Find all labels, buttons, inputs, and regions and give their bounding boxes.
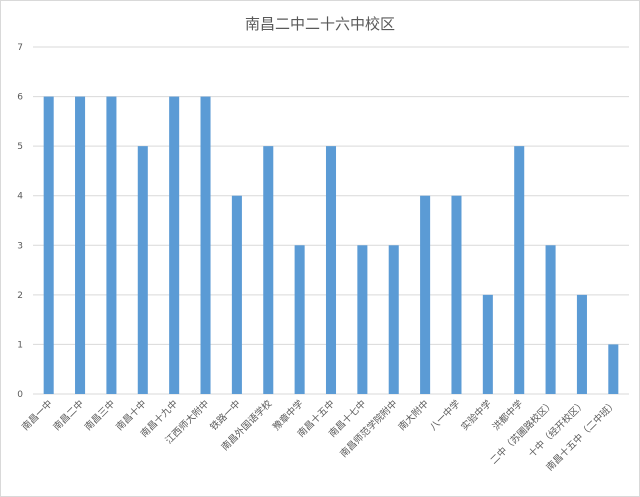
bar xyxy=(294,245,305,394)
x-tick-label: 十中（经开校区） xyxy=(526,398,588,460)
y-axis: 0 1 2 3 4 5 6 7 xyxy=(17,43,23,400)
y-tick-label: 5 xyxy=(17,142,23,152)
bar xyxy=(357,245,368,394)
bar xyxy=(420,195,431,394)
bar xyxy=(545,245,556,394)
bar xyxy=(43,96,54,395)
x-tick-label: 南昌师范学院附中 xyxy=(338,398,400,460)
x-tick-label: 八一中学 xyxy=(427,398,462,433)
bar xyxy=(137,146,148,394)
x-axis-labels: 南昌一中南昌二中南昌三中南昌十中南昌十九中江西师大附中铁路一中南昌外国语学校豫章… xyxy=(19,397,619,473)
chart-title: 南昌二中二十六中校区 xyxy=(245,15,395,33)
bars xyxy=(43,96,619,395)
bar xyxy=(482,294,493,394)
x-tick-label: 南昌二中 xyxy=(51,398,86,433)
bar xyxy=(106,96,117,395)
bar xyxy=(169,96,180,395)
bar xyxy=(451,195,462,394)
x-tick-label: 南大附中 xyxy=(396,398,431,433)
bar xyxy=(75,96,86,395)
y-tick-label: 1 xyxy=(17,340,23,350)
bar xyxy=(576,294,587,394)
y-tick-label: 6 xyxy=(17,93,23,103)
y-tick-label: 2 xyxy=(17,291,23,301)
x-tick-label: 南昌一中 xyxy=(19,398,54,433)
bar xyxy=(325,146,337,394)
bar xyxy=(514,146,525,394)
bar xyxy=(608,344,619,394)
y-tick-label: 7 xyxy=(17,43,23,53)
y-tick-label: 4 xyxy=(17,192,23,202)
bar xyxy=(263,146,274,394)
y-tick-label: 0 xyxy=(17,390,23,400)
bar xyxy=(388,245,399,394)
x-tick-label: 实验中学 xyxy=(459,398,494,433)
bar xyxy=(231,195,242,394)
y-tick-label: 3 xyxy=(17,241,23,251)
x-tick-label: 南昌三中 xyxy=(82,398,117,433)
bar xyxy=(200,96,211,395)
